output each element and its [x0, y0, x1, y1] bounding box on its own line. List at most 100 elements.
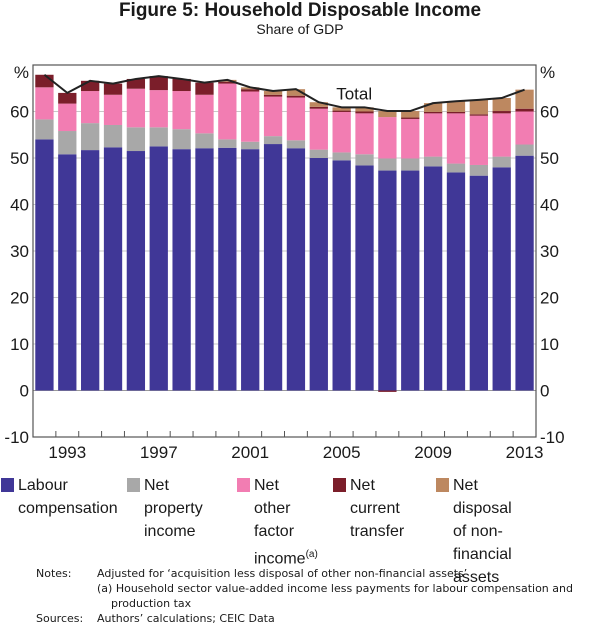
bar-segment	[332, 152, 351, 161]
sources-label: Sources:	[36, 612, 84, 625]
bar-segment	[378, 117, 397, 159]
bars	[35, 74, 534, 392]
y-tick-label-left: 60	[10, 103, 29, 122]
axes	[32, 64, 537, 438]
x-tick-label: 2009	[414, 443, 452, 462]
bar-segment	[378, 111, 397, 118]
total-line	[43, 73, 525, 113]
bar-segment	[401, 111, 420, 118]
bar-segment	[378, 170, 397, 391]
legend-label: Net current transfer	[350, 477, 405, 540]
bar-segment	[492, 156, 511, 168]
y-tick-label-left: 10	[10, 335, 29, 354]
bar-segment	[355, 113, 374, 155]
legend-swatch	[1, 478, 14, 492]
y-tick-label-left: 50	[10, 149, 29, 168]
bar-segment	[309, 108, 328, 150]
bar-segment	[126, 88, 146, 128]
bar-segment	[263, 144, 283, 391]
note-a-line2: production tax	[111, 597, 192, 610]
bar-segment	[149, 76, 168, 91]
bar-segment	[446, 163, 466, 173]
bar-segment	[218, 147, 237, 391]
bar-segment	[241, 89, 260, 92]
total-line-label: Total	[336, 84, 372, 103]
bar-segment	[172, 91, 191, 130]
y-tick-label-right: 60	[540, 103, 559, 122]
bar-segment	[103, 83, 123, 95]
bar-segment	[469, 164, 488, 176]
bar-segment	[103, 94, 123, 125]
bar-segment	[446, 172, 466, 391]
bar-segment	[149, 90, 168, 128]
bar-segment	[469, 175, 488, 391]
bar-segment	[401, 117, 420, 119]
bar-segment	[195, 133, 214, 149]
stacked-bar-chart: Total -10 -10 0 0 10 10 20 20 30 30 40 40 50 50 60 60%%…	[4, 63, 564, 462]
bar-segment	[446, 113, 466, 164]
bar-segment	[35, 119, 54, 140]
bar-segment	[355, 165, 374, 391]
bar-segment	[515, 111, 534, 145]
bar-segment	[149, 146, 168, 391]
bar-segment	[492, 111, 511, 114]
legend-swatch	[333, 478, 346, 492]
bar-segment	[241, 141, 260, 150]
bar-segment	[378, 158, 397, 171]
legend-label: Labour compensation	[18, 477, 118, 517]
bar-segment	[81, 91, 100, 124]
bar-segment	[286, 95, 306, 98]
bar-segment	[401, 118, 420, 159]
bar-segment	[263, 94, 283, 97]
bar-segment	[218, 81, 237, 84]
y-tick-label-left: 20	[10, 289, 29, 308]
bar-segment	[401, 158, 420, 171]
y-tick-label-right: 30	[540, 242, 559, 261]
bar-segment	[309, 106, 328, 109]
legend-label: Net other factor income(a)	[254, 477, 318, 568]
figure-subtitle: Share of GDP	[256, 21, 344, 37]
y-tick-label-right: 40	[540, 196, 559, 215]
bar-segment	[492, 113, 511, 157]
bar-segment	[309, 149, 328, 158]
bar-segment	[172, 78, 191, 92]
bar-segment	[423, 166, 443, 391]
bar-segment	[81, 150, 100, 391]
y-tick-label-right: 20	[540, 289, 559, 308]
bar-segment	[423, 156, 443, 167]
legend-swatch	[436, 478, 449, 492]
x-tick-label: 2005	[323, 443, 361, 462]
bar-segment	[241, 149, 260, 391]
bar-segment	[515, 108, 534, 112]
y-unit-right: %	[540, 63, 555, 82]
bar-segment	[241, 91, 260, 142]
y-tick-label-left: 30	[10, 242, 29, 261]
bar-segment	[35, 139, 54, 391]
bar-segment	[263, 91, 283, 95]
tick-labels: -10 -10 0 0 10 10 20 20 30 30 40 40 50 50 60 60% % 1993 19…	[4, 63, 564, 462]
sources-text: Authors’ calculations; CEIC Data	[97, 612, 275, 625]
bar-segment	[355, 154, 374, 166]
notes-label: Notes:	[36, 567, 72, 580]
bar-segment	[332, 107, 351, 111]
bar-segment	[126, 127, 146, 152]
bar-segment	[58, 92, 77, 104]
x-tick-label: 2001	[231, 443, 269, 462]
bar-segment	[126, 78, 146, 89]
bar-segment	[492, 98, 511, 112]
bar-segment	[103, 147, 123, 391]
bar-segment	[515, 155, 534, 391]
bar-segment	[263, 96, 283, 137]
bar-segment	[35, 87, 54, 120]
bar-segment	[378, 390, 397, 392]
bar-segment	[103, 124, 123, 148]
legend-swatch	[127, 478, 140, 492]
legend-swatch	[237, 478, 250, 492]
bar-segment	[309, 158, 328, 391]
y-tick-label-left: -10	[4, 428, 29, 447]
bar-segment	[332, 111, 351, 153]
bar-segment	[515, 89, 534, 109]
legend-label: Net property income	[144, 477, 203, 540]
bar-segment	[492, 167, 511, 391]
legend-label: Net disposal of non-financial assets	[453, 477, 512, 586]
